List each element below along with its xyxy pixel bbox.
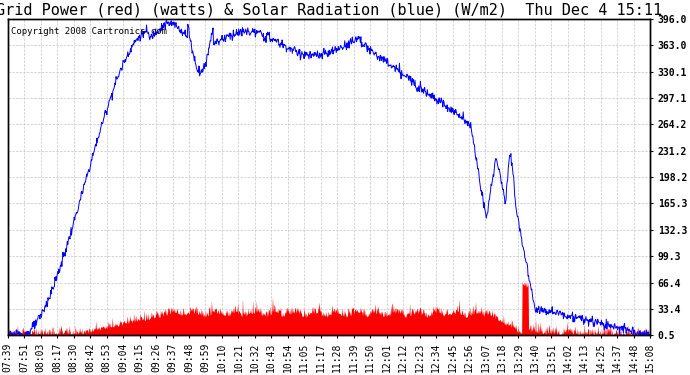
Title: Grid Power (red) (watts) & Solar Radiation (blue) (W/m2)  Thu Dec 4 15:11: Grid Power (red) (watts) & Solar Radiati…	[0, 3, 662, 18]
Text: Copyright 2008 Cartronics.com: Copyright 2008 Cartronics.com	[11, 27, 167, 36]
